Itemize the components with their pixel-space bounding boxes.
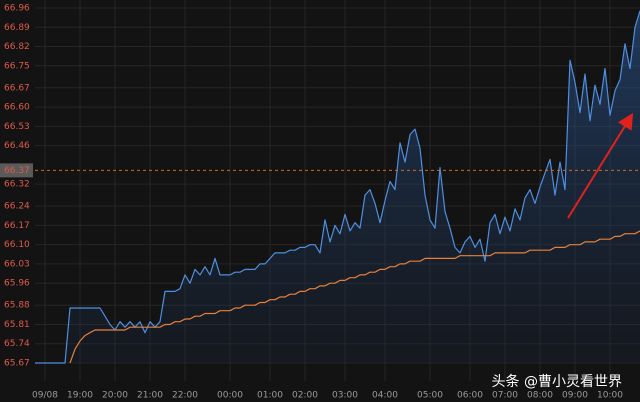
x-tick-label: 06:00 <box>457 391 483 401</box>
y-tick-label: 65.96 <box>4 279 30 289</box>
y-tick-label: 66.96 <box>4 4 30 14</box>
x-tick-label: 01:00 <box>257 391 283 401</box>
x-tick-label: 09/08 <box>32 391 58 401</box>
y-tick-label: 66.75 <box>4 61 30 71</box>
current-price-label: 66.37 <box>4 166 30 176</box>
average-line <box>69 230 640 364</box>
y-tick-label: 65.74 <box>4 339 30 349</box>
x-tick-label: 08:00 <box>527 391 553 401</box>
x-tick-label: 10:00 <box>597 391 623 401</box>
watermark: 头条 @曹小灵看世界 <box>492 373 622 390</box>
y-tick-label: 66.89 <box>4 23 30 33</box>
y-tick-label: 66.10 <box>4 240 30 250</box>
y-tick-label: 65.81 <box>4 320 30 330</box>
y-tick-label: 66.24 <box>4 202 30 212</box>
x-tick-label: 03:00 <box>332 391 358 401</box>
price-area <box>35 10 640 364</box>
x-tick-label: 22:00 <box>172 391 198 401</box>
x-tick-label: 20:00 <box>102 391 128 401</box>
y-tick-label: 66.67 <box>4 83 30 93</box>
y-tick-label: 65.67 <box>4 359 30 369</box>
y-tick-label: 66.03 <box>4 259 30 269</box>
x-tick-label: 21:00 <box>137 391 163 401</box>
x-tick-label: 02:00 <box>292 391 318 401</box>
y-tick-label: 65.88 <box>4 301 30 311</box>
annotation-arrow <box>567 112 634 219</box>
y-tick-label: 66.17 <box>4 221 30 231</box>
x-tick-label: 00:00 <box>217 391 243 401</box>
x-tick-label: 19:00 <box>67 391 93 401</box>
x-tick-label: 05:00 <box>417 391 443 401</box>
price-line <box>35 10 640 364</box>
x-tick-label: 04:00 <box>372 391 398 401</box>
x-tick-label: 09:00 <box>562 391 588 401</box>
current-price-box <box>0 163 33 178</box>
y-tick-label: 66.53 <box>4 122 30 132</box>
y-tick-label: 66.46 <box>4 141 30 151</box>
y-tick-label: 66.60 <box>4 103 30 113</box>
y-tick-label: 66.32 <box>4 180 30 190</box>
x-tick-label: 07:00 <box>492 391 518 401</box>
y-tick-label: 66.82 <box>4 42 30 52</box>
